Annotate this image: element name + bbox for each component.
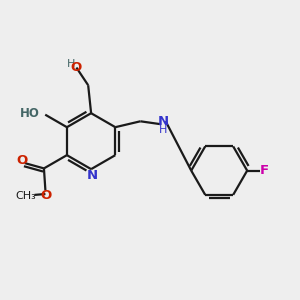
Text: H: H [159,124,167,134]
Text: O: O [71,61,82,74]
Text: F: F [260,164,268,176]
Text: O: O [40,189,51,202]
Text: N: N [86,169,98,182]
Text: O: O [16,154,28,167]
Text: CH₃: CH₃ [15,191,36,201]
Text: H: H [67,59,75,69]
Text: HO: HO [20,107,39,120]
Text: N: N [158,115,169,128]
